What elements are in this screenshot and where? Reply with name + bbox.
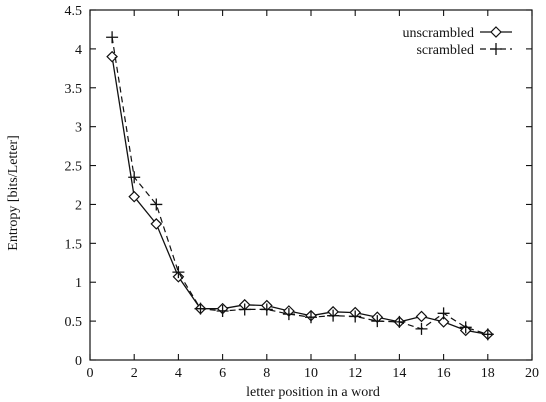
- data-point-scrambled: [481, 328, 494, 341]
- x-tick-label: 18: [481, 366, 495, 381]
- x-tick-label: 2: [131, 366, 138, 381]
- y-axis-label: Entropy [bits/Letter]: [6, 135, 21, 250]
- x-tick-label: 10: [304, 366, 318, 381]
- x-tick-label: 0: [87, 366, 94, 381]
- data-point-scrambled: [128, 171, 141, 184]
- y-tick-label: 0.5: [65, 315, 83, 330]
- y-tick-label: 3: [75, 121, 82, 136]
- y-tick-label: 1: [75, 276, 82, 291]
- data-point-unscrambled: [437, 316, 450, 328]
- data-point-unscrambled: [150, 218, 163, 230]
- y-tick-label: 0: [75, 354, 82, 369]
- x-tick-label: 16: [437, 366, 451, 381]
- data-point-scrambled: [282, 308, 295, 321]
- legend-label-scrambled: scrambled: [416, 43, 474, 58]
- data-point-scrambled: [216, 305, 229, 317]
- data-point-scrambled: [459, 321, 472, 334]
- data-point-scrambled: [172, 266, 185, 279]
- data-point-scrambled: [349, 310, 362, 323]
- legend-marker-scrambled: [490, 43, 502, 55]
- axis-ticks: [89, 9, 533, 361]
- x-tick-label: 8: [263, 366, 270, 381]
- data-point-scrambled: [415, 322, 428, 335]
- data-point-unscrambled: [128, 190, 141, 203]
- data-point-scrambled: [327, 309, 340, 322]
- data-point-unscrambled: [106, 50, 118, 63]
- y-tick-label: 4.5: [65, 4, 83, 19]
- legend-marker-unscrambled: [490, 26, 502, 38]
- x-tick-label: 14: [392, 366, 406, 381]
- data-point-scrambled: [371, 315, 384, 328]
- data-point-scrambled: [305, 311, 317, 324]
- axis-tick-labels: 0 2 4 6 8 10 12 14 16 18 20 0 0.5 1 1.5 2 2.5 3 3.5 4 4.5: [65, 4, 540, 381]
- data-point-scrambled: [194, 302, 207, 315]
- legend: unscrambled scrambled: [402, 26, 512, 58]
- series-layer: [106, 31, 494, 341]
- y-tick-label: 3.5: [65, 82, 83, 97]
- series-line-scrambled: [111, 37, 488, 335]
- series-scrambled: [106, 31, 494, 341]
- data-point-scrambled: [437, 307, 450, 320]
- x-tick-label: 20: [525, 366, 539, 381]
- legend-label-unscrambled: unscrambled: [402, 26, 474, 41]
- data-point-scrambled: [238, 303, 251, 316]
- data-point-scrambled: [260, 303, 273, 316]
- data-point-scrambled: [393, 315, 406, 328]
- y-tick-label: 4: [75, 43, 82, 58]
- y-tick-label: 1.5: [65, 237, 83, 252]
- data-point-scrambled: [106, 31, 119, 44]
- x-axis-label: letter position in a word: [246, 385, 380, 400]
- data-point-unscrambled: [415, 310, 428, 323]
- data-point-scrambled: [150, 198, 163, 211]
- y-tick-label: 2.5: [65, 160, 83, 175]
- y-tick-label: 2: [75, 198, 82, 213]
- x-tick-label: 12: [348, 366, 362, 381]
- x-tick-label: 4: [175, 366, 182, 381]
- x-tick-label: 6: [219, 366, 226, 381]
- plot-frame: [89, 9, 533, 361]
- series-line-unscrambled: [111, 56, 488, 335]
- series-unscrambled: [106, 50, 494, 341]
